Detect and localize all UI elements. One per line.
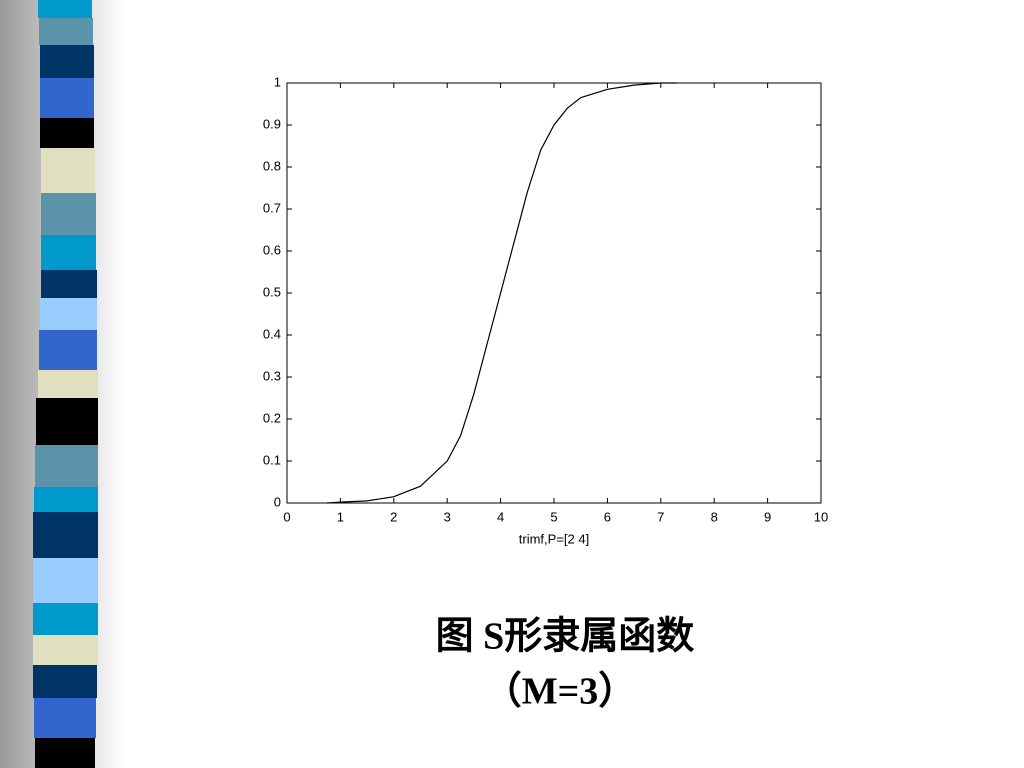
x-tick-label: 7: [657, 509, 664, 524]
y-tick-label: 0.8: [263, 158, 281, 173]
plot-frame: [286, 82, 822, 504]
y-tick-label: 0.6: [263, 242, 281, 257]
y-tick-label: 0.1: [263, 452, 281, 467]
x-axis-label: trimf,P=[2 4]: [519, 531, 589, 546]
y-tick-label: 0.7: [263, 200, 281, 215]
y-tick-label: 0.2: [263, 410, 281, 425]
y-tick-label: 0.5: [263, 284, 281, 299]
x-tick-label: 4: [497, 509, 504, 524]
stripe-bar: [33, 0, 98, 768]
caption: （M=3）: [484, 671, 637, 713]
x-tick-label: 2: [390, 509, 397, 524]
x-tick-label: 6: [604, 509, 611, 524]
y-tick-label: 0.4: [263, 326, 281, 341]
curve: [327, 82, 677, 504]
caption: 图 S形隶属函数: [436, 616, 695, 658]
x-tick-label: 1: [337, 509, 344, 524]
y-tick-label: 1: [274, 74, 281, 89]
x-tick-label: 8: [711, 509, 718, 524]
x-tick-label: 0: [283, 509, 290, 524]
y-tick-label: 0.9: [263, 116, 281, 131]
x-tick-label: 3: [444, 509, 451, 524]
x-tick-label: 5: [550, 509, 557, 524]
y-tick-label: 0.3: [263, 368, 281, 383]
x-tick-label: 9: [764, 509, 771, 524]
y-tick-label: 0: [274, 494, 281, 509]
x-tick-label: 10: [814, 509, 828, 524]
